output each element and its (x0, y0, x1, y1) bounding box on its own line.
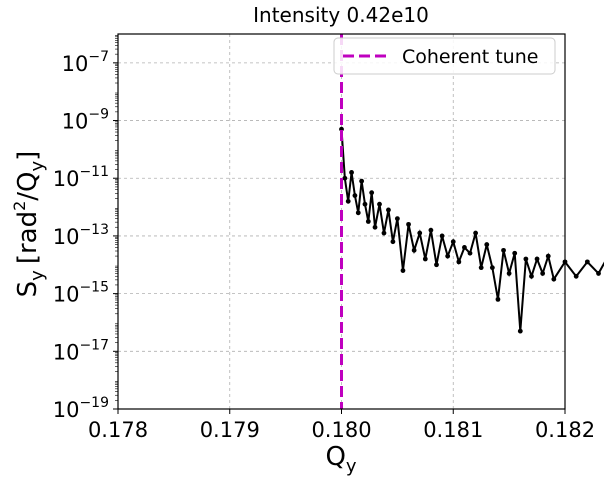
y-tick-label: 10−9 (62, 107, 109, 134)
data-point (456, 259, 462, 265)
data-point (390, 239, 396, 245)
data-point (365, 219, 371, 224)
data-point (434, 262, 439, 268)
data-point (417, 230, 423, 236)
data-point (422, 256, 428, 262)
data-point (400, 268, 406, 273)
data-point (450, 239, 456, 245)
series-layer (339, 126, 604, 334)
x-ticks: 0.178 0.179 0.180 0.181 0.182 (88, 409, 595, 442)
data-point (484, 242, 490, 247)
x-tick-label: 0.180 (311, 418, 371, 442)
data-point (386, 207, 391, 213)
data-point (377, 201, 382, 207)
data-point (596, 271, 601, 276)
data-point (512, 250, 518, 256)
data-point (573, 273, 579, 279)
data-point (517, 328, 523, 334)
data-point (501, 247, 506, 253)
data-point (394, 216, 400, 222)
data-point (372, 224, 378, 230)
data-point (506, 271, 512, 276)
y-tick-label: 10−7 (62, 49, 109, 76)
data-point (369, 190, 375, 196)
data-point (439, 233, 445, 239)
y-axis-label: Sy[rad2/Qy] (10, 151, 48, 298)
data-point (540, 271, 546, 276)
data-point (355, 210, 361, 216)
data-point (545, 253, 551, 259)
legend: Coherent tune (333, 37, 556, 75)
data-point (478, 265, 484, 271)
data-point (534, 256, 540, 262)
chart-title: Intensity 0.42e10 (253, 3, 429, 27)
x-tick-label: 0.182 (535, 418, 595, 442)
data-point (529, 273, 534, 279)
x-tick-label: 0.181 (423, 418, 483, 442)
y-ticks: 10−7 10−9 10−11 10−13 10−15 10−17 10−19 (53, 35, 118, 422)
data-point (551, 276, 557, 282)
y-tick-label: 10−11 (53, 164, 109, 191)
data-point (381, 230, 387, 236)
legend-label: Coherent tune (402, 46, 538, 68)
data-point (345, 198, 351, 204)
data-point (406, 221, 411, 227)
data-point (523, 256, 529, 262)
x-tick-label: 0.178 (88, 418, 148, 442)
y-tick-label: 10−17 (53, 337, 109, 364)
data-point (352, 193, 358, 198)
data-point (362, 201, 368, 207)
series-noisy-line (340, 129, 604, 332)
y-tick-label: 10−19 (53, 395, 109, 422)
data-point (467, 250, 473, 256)
data-point (445, 253, 451, 259)
y-tick-label: 10−15 (53, 280, 109, 307)
data-point (584, 259, 590, 265)
data-point (342, 175, 348, 181)
data-point (473, 230, 478, 236)
x-tick-label: 0.179 (200, 418, 260, 442)
legend-box (333, 37, 556, 75)
data-point (495, 296, 501, 302)
data-point (411, 247, 417, 253)
data-point (428, 227, 434, 233)
data-point (349, 170, 354, 175)
y-tick-label: 10−13 (53, 222, 109, 249)
x-axis-label: Qy (325, 442, 356, 477)
data-point (489, 265, 495, 271)
data-point (462, 245, 467, 250)
data-point (359, 178, 365, 184)
